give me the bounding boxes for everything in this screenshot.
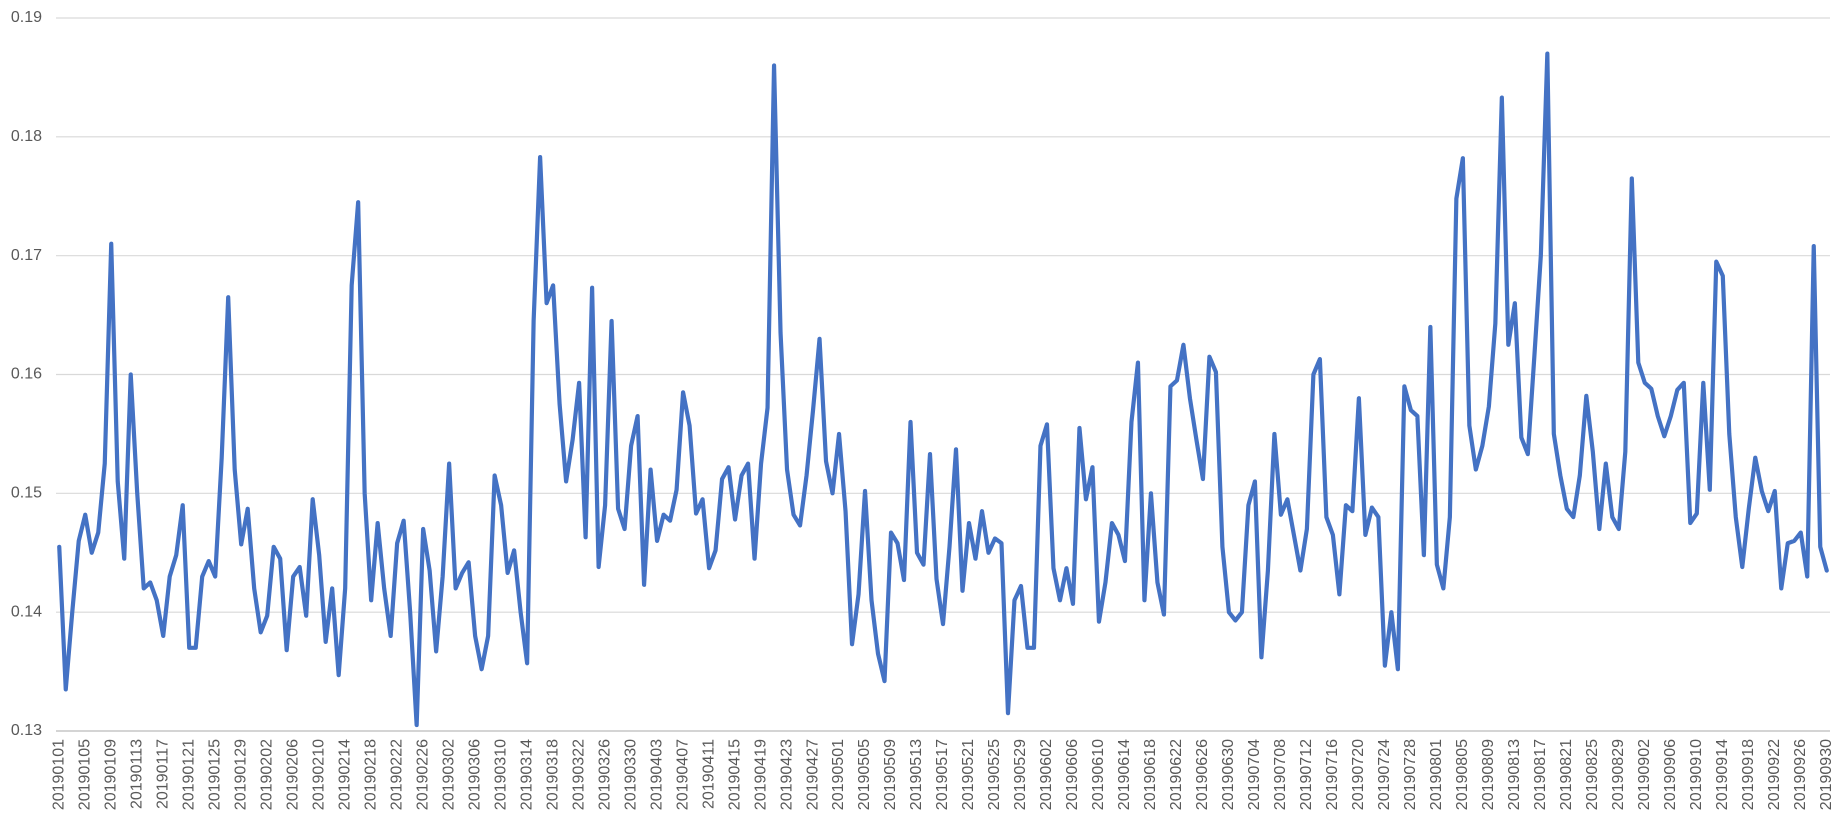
data-line: [57, 51, 1829, 728]
x-tick-label: 20190708: [1272, 739, 1289, 810]
x-tick-label: 20190101: [50, 739, 67, 810]
x-tick-label: 20190930: [1818, 739, 1835, 810]
x-tick-label: 20190626: [1194, 739, 1211, 810]
x-tick-label: 20190521: [960, 739, 977, 810]
x-tick-label: 20190121: [180, 739, 197, 810]
x-tick-label: 20190902: [1636, 739, 1653, 810]
x-tick-label: 20190805: [1454, 739, 1471, 810]
x-tick-label: 20190525: [986, 739, 1003, 810]
x-tick-label: 20190817: [1532, 739, 1549, 810]
x-tick-label: 20190618: [1142, 739, 1159, 810]
x-tick-label: 20190125: [206, 739, 223, 810]
x-tick-label: 20190222: [388, 739, 405, 810]
x-tick-label: 20190910: [1688, 739, 1705, 810]
y-tick-label: 0.13: [11, 722, 42, 739]
y-tick-label: 0.18: [11, 128, 42, 145]
x-tick-label: 20190419: [752, 739, 769, 810]
x-tick-label: 20190622: [1168, 739, 1185, 810]
x-tick-label: 20190306: [466, 739, 483, 810]
x-tick-label: 20190630: [1220, 739, 1237, 810]
x-tick-label: 20190210: [310, 739, 327, 810]
x-tick-label: 20190513: [908, 739, 925, 810]
x-tick-label: 20190529: [1012, 739, 1029, 810]
x-tick-label: 20190704: [1246, 739, 1263, 810]
x-tick-label: 20190825: [1584, 739, 1601, 810]
x-tick-label: 20190206: [284, 739, 301, 810]
x-tick-label: 20190809: [1480, 739, 1497, 810]
x-tick-label: 20190129: [232, 739, 249, 810]
y-tick-label: 0.16: [11, 366, 42, 383]
x-tick-label: 20190218: [362, 739, 379, 810]
x-tick-label: 20190829: [1610, 739, 1627, 810]
x-tick-label: 20190415: [726, 739, 743, 810]
x-tick-label: 20190801: [1428, 739, 1445, 810]
x-tick-label: 20190326: [596, 739, 613, 810]
x-tick-label: 20190105: [76, 739, 93, 810]
x-tick-label: 20190716: [1324, 739, 1341, 810]
y-tick-label: 0.14: [11, 603, 42, 620]
x-tick-label: 20190906: [1662, 739, 1679, 810]
x-tick-label: 20190914: [1714, 739, 1731, 810]
x-tick-label: 20190302: [440, 739, 457, 810]
x-tick-label: 20190226: [414, 739, 431, 810]
x-tick-label: 20190202: [258, 739, 275, 810]
x-tick-label: 20190322: [570, 739, 587, 810]
x-tick-label: 20190821: [1558, 739, 1575, 810]
x-tick-label: 20190720: [1350, 739, 1367, 810]
y-tick-label: 0.19: [11, 9, 42, 26]
x-tick-label: 20190109: [102, 739, 119, 810]
x-tick-label: 20190918: [1740, 739, 1757, 810]
x-tick-label: 20190517: [934, 739, 951, 810]
x-tick-label: 20190501: [830, 739, 847, 810]
x-tick-label: 20190505: [856, 739, 873, 810]
x-tick-label: 20190113: [128, 739, 145, 809]
x-tick-label: 20190310: [492, 739, 509, 810]
x-tick-label: 20190614: [1116, 739, 1133, 810]
x-tick-label: 20190813: [1506, 739, 1523, 810]
x-tick-label: 20190318: [544, 739, 561, 810]
y-tick-label: 0.17: [11, 247, 42, 264]
x-tick-label: 20190712: [1298, 739, 1315, 810]
x-tick-label: 20190610: [1090, 739, 1107, 810]
x-tick-label: 20190214: [336, 739, 353, 810]
x-tick-label: 20190330: [622, 739, 639, 810]
x-tick-label: 20190314: [518, 739, 535, 810]
x-tick-label: 20190509: [882, 739, 899, 810]
x-tick-label: 20190926: [1792, 739, 1809, 810]
x-tick-label: 20190423: [778, 739, 795, 810]
x-tick-label: 20190606: [1064, 739, 1081, 810]
x-tick-label: 20190117: [154, 739, 171, 809]
x-tick-label: 20190427: [804, 739, 821, 810]
x-tick-label: 20190602: [1038, 739, 1055, 810]
x-tick-label: 20190728: [1402, 739, 1419, 810]
x-tick-label: 20190407: [674, 739, 691, 810]
x-tick-label: 20190724: [1376, 739, 1393, 810]
x-tick-label: 20190922: [1766, 739, 1783, 810]
x-tick-label: 20190411: [700, 739, 717, 809]
y-tick-label: 0.15: [11, 485, 42, 502]
x-tick-label: 20190403: [648, 739, 665, 810]
